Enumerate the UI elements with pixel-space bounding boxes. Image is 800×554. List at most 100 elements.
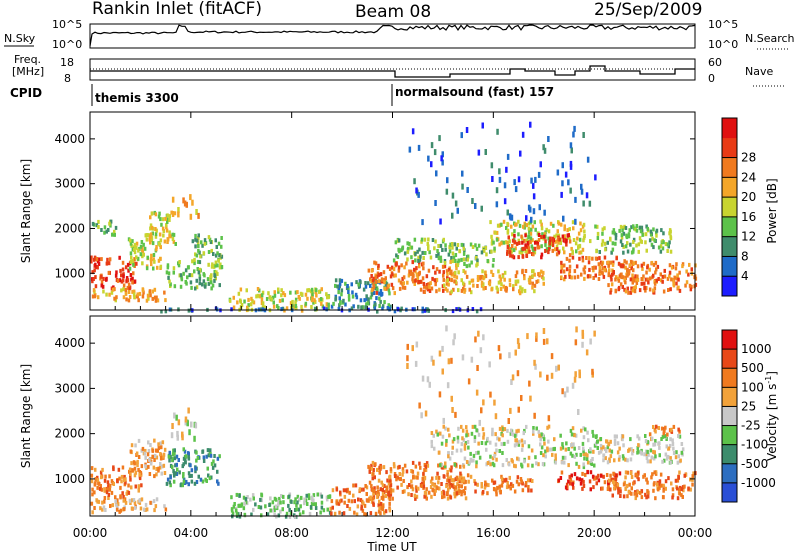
echo-cell <box>251 299 254 304</box>
echo-cell <box>359 298 363 303</box>
echo-cell <box>169 483 172 488</box>
echo-cell <box>312 498 315 503</box>
echo-cell <box>633 491 636 496</box>
echo-cell <box>481 122 484 129</box>
echo-cell <box>561 234 565 239</box>
echo-cell <box>193 257 196 262</box>
echo-cell <box>588 479 592 484</box>
echo-cell <box>266 512 270 517</box>
echo-cell <box>510 428 513 433</box>
echo-cell <box>451 212 454 219</box>
echo-cell <box>529 236 533 241</box>
echo-cell <box>106 487 109 492</box>
echo-cell <box>537 233 541 237</box>
echo-cell <box>641 266 644 271</box>
echo-cell <box>649 276 652 281</box>
echo-cell <box>456 482 459 487</box>
echo-cell <box>416 471 420 476</box>
echo-cell <box>517 255 520 260</box>
echo-cell <box>202 455 206 460</box>
echo-cell <box>450 478 454 483</box>
echo-cell <box>486 491 489 496</box>
echo-cell <box>271 508 274 513</box>
echo-cell <box>444 286 448 291</box>
echo-cell <box>460 476 463 481</box>
echo-cell <box>447 487 450 492</box>
plot-title: Rankin Inlet (fitACF) <box>92 0 262 19</box>
echo-cell <box>417 272 421 276</box>
echo-cell <box>242 506 246 511</box>
echo-cell <box>469 242 473 247</box>
echo-cell <box>480 407 483 414</box>
echo-cell <box>608 457 611 462</box>
echo-cell <box>457 288 460 293</box>
echo-cell <box>182 474 185 479</box>
echo-cell <box>400 248 403 253</box>
echo-cell <box>425 461 429 466</box>
echo-cell <box>254 502 257 507</box>
colorbar-swatch <box>722 157 737 178</box>
echo-cell <box>520 250 524 255</box>
echo-cell <box>489 454 492 459</box>
echo-cell <box>662 488 665 493</box>
echo-cell <box>500 282 503 287</box>
echo-cell <box>434 282 437 287</box>
echo-cell <box>134 470 138 475</box>
colorbar-tick-label: -25 <box>741 419 761 433</box>
echo-cell <box>103 499 106 504</box>
echo-cell <box>421 219 424 226</box>
echo-cell <box>207 281 211 286</box>
echo-cell <box>627 234 631 239</box>
echo-cell <box>595 249 598 254</box>
echo-cell <box>516 475 520 480</box>
echo-cell <box>190 473 193 478</box>
echo-cell <box>465 127 469 133</box>
echo-cell <box>138 500 142 505</box>
echo-cell <box>672 451 676 455</box>
echo-cell <box>540 252 544 257</box>
echo-cell <box>145 507 149 512</box>
echo-cell <box>146 233 149 237</box>
echo-cell <box>235 508 238 513</box>
echo-cell <box>457 486 460 491</box>
echo-cell <box>476 262 479 267</box>
echo-cell <box>484 286 487 290</box>
echo-cell <box>413 307 416 312</box>
echo-cell <box>455 246 458 251</box>
echo-cell <box>678 288 682 293</box>
echo-cell <box>410 255 413 260</box>
echo-cell <box>370 466 373 471</box>
echo-cell <box>614 233 618 237</box>
echo-cell <box>206 448 210 453</box>
echo-cell <box>527 221 531 226</box>
echo-cell <box>405 469 409 474</box>
echo-cell <box>650 436 654 441</box>
echo-cell <box>640 277 643 281</box>
y-tick-label: 1000 <box>54 472 85 486</box>
echo-cell <box>378 470 381 475</box>
echo-cell <box>240 502 244 507</box>
echo-cell <box>620 233 624 238</box>
echo-cell <box>629 242 632 247</box>
echo-cell <box>592 485 595 490</box>
echo-cell <box>386 478 389 483</box>
echo-cell <box>177 307 180 312</box>
echo-cell <box>627 269 631 274</box>
echo-cell <box>441 434 445 439</box>
echo-cell <box>90 501 94 506</box>
echo-cell <box>680 442 684 446</box>
echo-cell <box>91 510 94 515</box>
echo-cell <box>561 442 564 447</box>
echo-cell <box>493 480 497 485</box>
echo-cell <box>370 292 374 297</box>
echo-cell <box>157 258 161 263</box>
echo-cell <box>505 477 508 482</box>
echo-cell <box>119 485 122 490</box>
echo-cell <box>527 246 531 251</box>
echo-cell <box>288 514 292 519</box>
echo-cell <box>464 479 467 484</box>
echo-cell <box>581 441 585 446</box>
echo-cell <box>183 449 187 454</box>
echo-cell <box>272 304 276 309</box>
echo-cell <box>580 478 584 483</box>
